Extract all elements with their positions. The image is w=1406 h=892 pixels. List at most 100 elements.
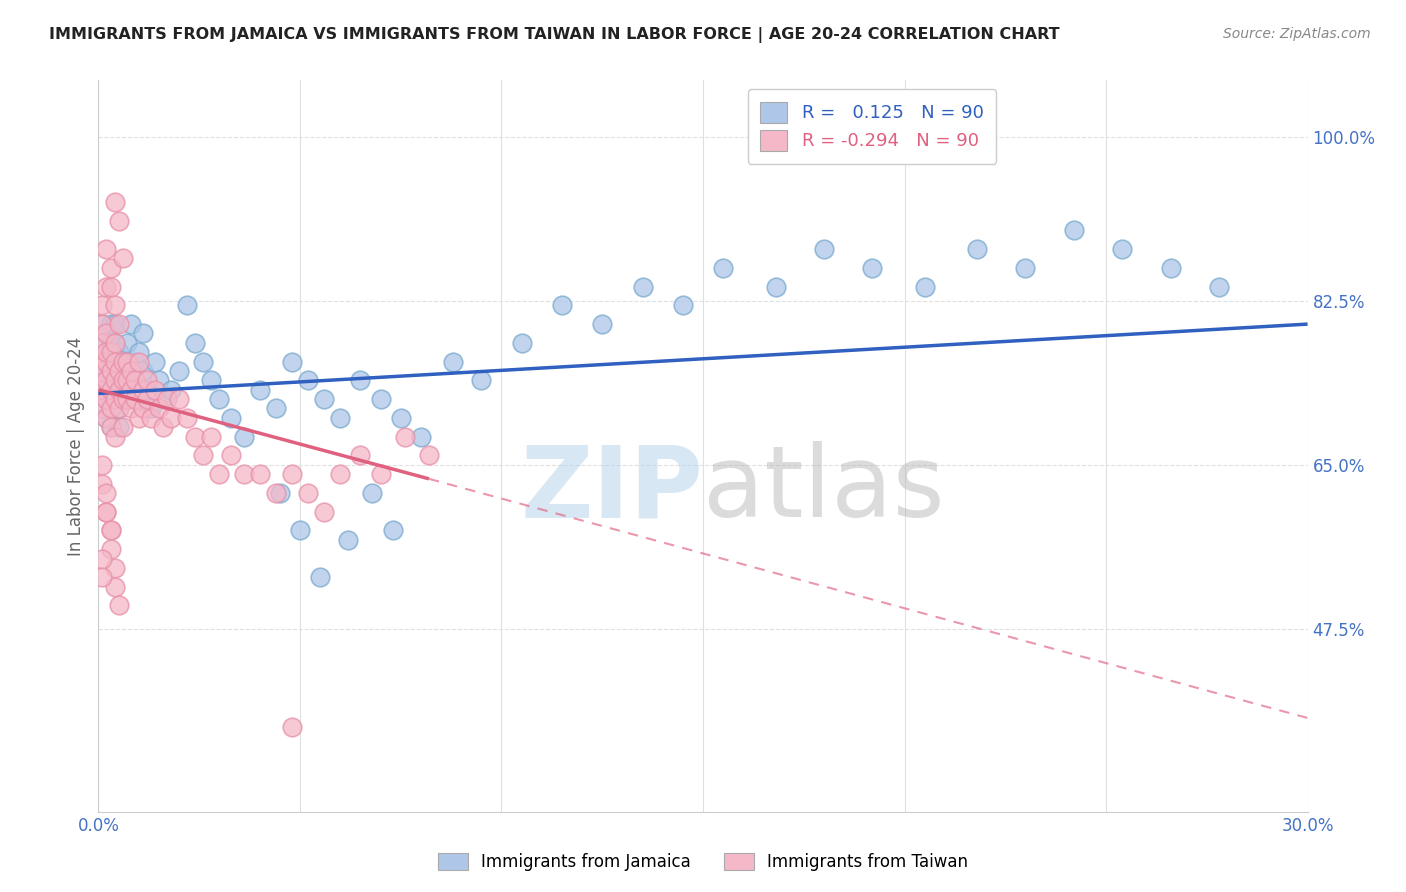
Point (100, 524, 122, 538)
Point (120, 317, 142, 331)
Point (394, 429, 416, 443)
Point (100, 260, 122, 275)
Text: ZIP: ZIP (520, 442, 703, 539)
Point (124, 392, 146, 406)
Point (96, 354, 118, 368)
Point (103, 354, 125, 368)
Point (135, 383, 157, 397)
Point (418, 449, 440, 463)
Point (100, 279, 122, 293)
Point (860, 260, 883, 275)
Point (120, 364, 142, 378)
Point (111, 373, 134, 387)
Point (103, 373, 125, 387)
Point (148, 401, 170, 416)
Point (103, 392, 125, 406)
Point (100, 335, 122, 350)
Point (96, 354, 118, 368)
Point (103, 429, 125, 443)
Point (100, 364, 122, 378)
Point (124, 373, 146, 387)
Point (111, 373, 134, 387)
Point (297, 486, 319, 500)
Point (91, 570, 114, 584)
Point (100, 401, 122, 416)
Text: Source: ZipAtlas.com: Source: ZipAtlas.com (1223, 27, 1371, 41)
Point (132, 401, 155, 416)
Point (128, 345, 150, 359)
Point (103, 373, 125, 387)
Point (176, 410, 198, 425)
Point (100, 524, 122, 538)
Point (132, 364, 155, 378)
Point (349, 449, 371, 463)
Point (135, 373, 157, 387)
Point (193, 449, 215, 463)
Point (96, 410, 118, 425)
Point (107, 214, 129, 228)
Point (1160, 260, 1182, 275)
Point (103, 298, 125, 312)
Point (184, 429, 207, 443)
Point (135, 392, 157, 406)
Point (139, 410, 162, 425)
Point (96, 392, 118, 406)
Point (232, 429, 254, 443)
Point (96, 326, 118, 341)
Point (329, 467, 352, 482)
Point (111, 354, 134, 368)
Point (96, 242, 118, 256)
Point (672, 298, 695, 312)
Point (103, 195, 125, 210)
Point (103, 317, 125, 331)
Point (91, 335, 114, 350)
Point (152, 420, 174, 434)
Point (107, 317, 129, 331)
Point (200, 373, 222, 387)
Point (100, 364, 122, 378)
Point (132, 326, 155, 341)
Point (139, 401, 162, 416)
Point (132, 383, 155, 397)
Point (96, 486, 118, 500)
Point (152, 392, 174, 406)
Point (96, 364, 118, 378)
Point (91, 551, 114, 566)
Point (167, 392, 190, 406)
Point (96, 345, 118, 359)
Text: atlas: atlas (703, 442, 945, 539)
Point (107, 345, 129, 359)
Point (148, 373, 170, 387)
Point (91, 458, 114, 472)
Point (176, 298, 198, 312)
Point (91, 354, 114, 368)
Point (329, 410, 352, 425)
Point (107, 420, 129, 434)
Point (115, 392, 138, 406)
Point (91, 364, 114, 378)
Point (370, 467, 392, 482)
Legend: Immigrants from Jamaica, Immigrants from Taiwan: Immigrants from Jamaica, Immigrants from… (429, 845, 977, 880)
Point (96, 279, 118, 293)
Point (264, 401, 287, 416)
Point (115, 383, 138, 397)
Point (370, 392, 392, 406)
Point (111, 392, 134, 406)
Point (103, 335, 125, 350)
Point (381, 524, 404, 538)
Point (107, 383, 129, 397)
Point (914, 279, 936, 293)
Point (281, 467, 304, 482)
Point (96, 345, 118, 359)
Point (232, 467, 254, 482)
Point (208, 467, 231, 482)
Point (96, 326, 118, 341)
Point (813, 242, 835, 256)
Point (1111, 242, 1133, 256)
Point (100, 345, 122, 359)
Point (249, 467, 271, 482)
Y-axis label: In Labor Force | Age 20-24: In Labor Force | Age 20-24 (66, 336, 84, 556)
Point (765, 279, 787, 293)
Point (1063, 223, 1085, 237)
Point (103, 354, 125, 368)
